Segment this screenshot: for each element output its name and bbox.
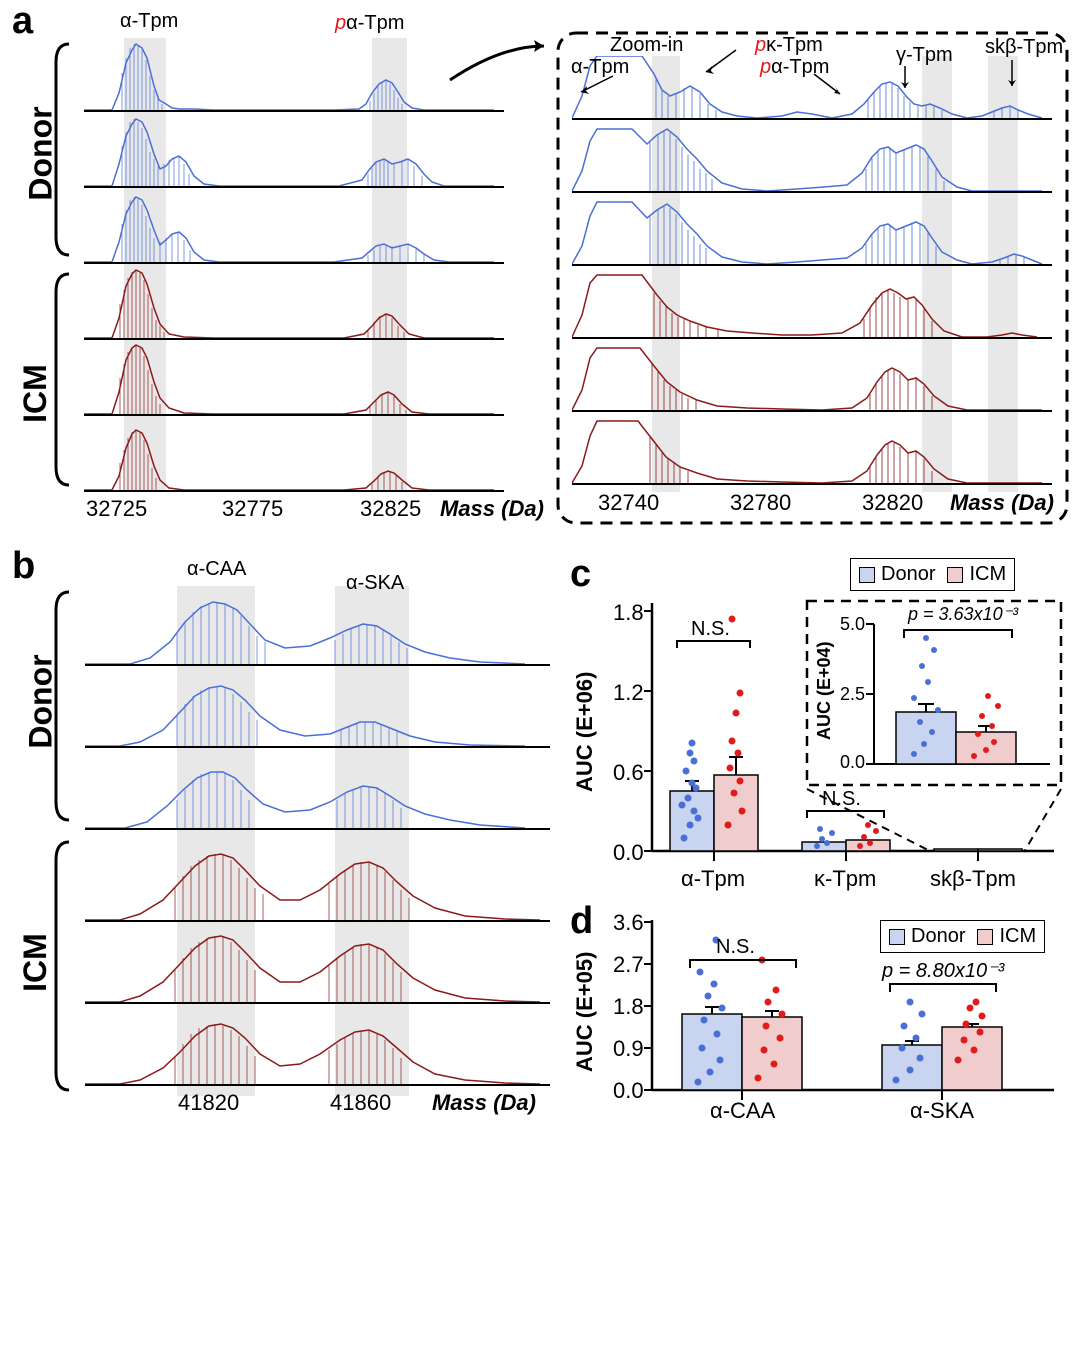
bracket-icon (54, 42, 72, 257)
ytick-inset: 2.5 (840, 684, 865, 705)
ylabel: AUC (E+05) (572, 952, 598, 1072)
p-value: p = 8.80x10⁻³ (882, 958, 1004, 983)
ytick: 1.8 (613, 600, 644, 626)
xtick: 32825 (360, 496, 421, 522)
panel-c-label: c (570, 553, 591, 596)
ytick: 0.9 (613, 1036, 644, 1062)
legend-label: Donor (881, 563, 935, 586)
xcat: α-SKA (910, 1098, 974, 1124)
ytick-inset: 5.0 (840, 614, 865, 635)
xcat: skβ-Tpm (930, 866, 1016, 892)
panel-b-plot (85, 586, 550, 1096)
panel-a-left-plot (84, 38, 504, 492)
ns-label: N.S. (691, 618, 730, 641)
arrow-icon (446, 38, 556, 88)
bracket-icon (54, 590, 72, 822)
xtick: 32780 (730, 490, 791, 516)
panel-a-right-plot (572, 56, 1052, 492)
xlabel: Mass (Da) (432, 1090, 536, 1116)
ytick: 0.6 (613, 760, 644, 786)
xtick: 32820 (862, 490, 923, 516)
ytick: 3.6 (613, 910, 644, 936)
bracket-icon (898, 626, 1018, 640)
panel-d-label: d (570, 900, 593, 943)
annotation-skb-tpm: skβ-Tpm (985, 36, 1063, 59)
ns-label: N.S. (716, 936, 755, 959)
xtick: 41860 (330, 1090, 391, 1116)
ylabel-inset: AUC (E+04) (814, 641, 835, 740)
legend-swatch-icm (947, 567, 963, 583)
callout-lines-icon (804, 786, 1064, 856)
xlabel: Mass (Da) (440, 496, 544, 522)
annotation-a-caa: α-CAA (187, 558, 246, 581)
panel-b-icm-label: ICM (17, 933, 54, 992)
xcat: κ-Tpm (814, 866, 876, 892)
bracket-icon (54, 840, 72, 1092)
annotation-a-ska: α-SKA (346, 572, 404, 595)
annotation-pa-tpm: pα-Tpm (335, 12, 404, 35)
p-value: p = 3.63x10⁻³ (908, 604, 1018, 625)
arrow-icon (700, 48, 740, 78)
bracket-icon (54, 272, 72, 487)
legend-label: ICM (969, 563, 1006, 586)
arrow-icon (1002, 58, 1026, 92)
xtick: 32775 (222, 496, 283, 522)
ytick: 1.2 (613, 680, 644, 706)
ytick: 0.0 (613, 1078, 644, 1104)
arrow-icon (575, 74, 625, 98)
legend-swatch-donor (859, 567, 875, 583)
xcat: α-Tpm (681, 866, 745, 892)
panel-a-label: a (12, 0, 33, 43)
ytick: 2.7 (613, 952, 644, 978)
panel-a-icm-label: ICM (17, 364, 54, 423)
arrow-icon (810, 72, 850, 100)
xlabel: Mass (Da) (950, 490, 1054, 516)
legend-panel-c: Donor ICM (850, 558, 1015, 591)
xcat: α-CAA (710, 1098, 775, 1124)
panel-b-label: b (12, 545, 35, 588)
xtick: 41820 (178, 1090, 239, 1116)
annotation-a-tpm: α-Tpm (120, 10, 178, 33)
ytick: 1.8 (613, 994, 644, 1020)
annotation-pk-tpm: pκ-Tpm (755, 34, 823, 57)
arrow-icon (895, 64, 919, 94)
ylabel: AUC (E+06) (572, 672, 598, 792)
ytick-inset: 0.0 (840, 752, 865, 773)
xtick: 32725 (86, 496, 147, 522)
annotation-zoomin: Zoom-in (610, 34, 683, 57)
xtick: 32740 (598, 490, 659, 516)
panel-d-bar-plot (602, 920, 1062, 1115)
ytick: 0.0 (613, 840, 644, 866)
